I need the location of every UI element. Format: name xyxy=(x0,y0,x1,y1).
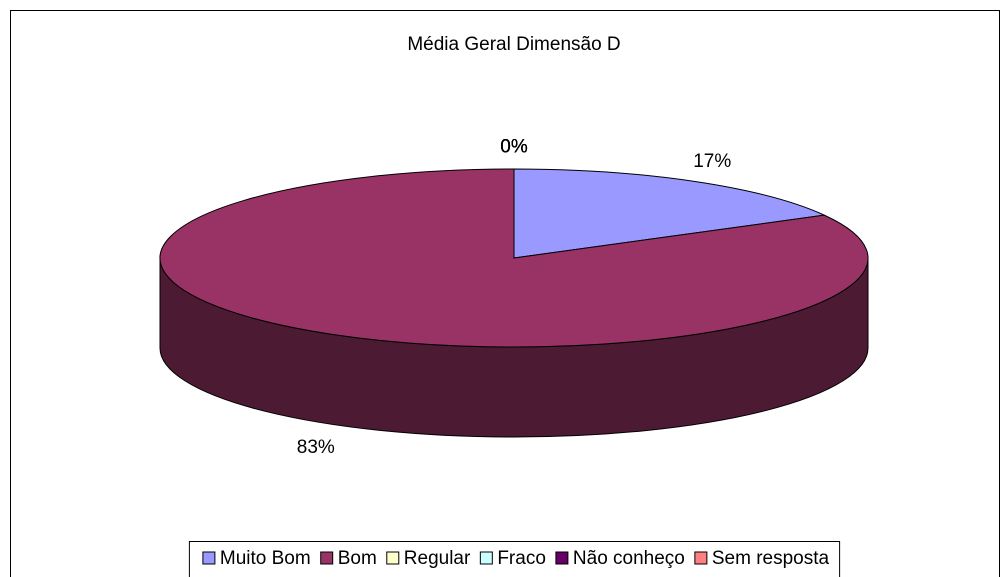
pie-slice xyxy=(159,168,869,348)
data-label: 17% xyxy=(693,151,731,172)
data-label: 0% xyxy=(500,137,528,158)
data-label: 0% xyxy=(500,137,528,158)
data-label: 0% xyxy=(500,137,528,158)
legend-swatch xyxy=(202,551,216,565)
legend-label: Bom xyxy=(338,548,377,569)
legend-frame xyxy=(188,541,841,577)
legend-label: Sem resposta xyxy=(712,548,830,569)
chart-title: Média Geral Dimensão D xyxy=(407,34,620,55)
legend-swatch xyxy=(479,551,493,565)
data-label: 0% xyxy=(500,137,528,158)
legend: Muito Bom Bom Regular Fraco Não conheço Sem r… xyxy=(188,541,841,577)
pie-slice xyxy=(513,168,826,259)
legend-label: Não conheço xyxy=(573,548,685,569)
data-label: 83% xyxy=(297,437,335,458)
legend-label: Muito Bom xyxy=(220,548,311,569)
legend-label: Regular xyxy=(404,548,471,569)
legend-swatch xyxy=(320,551,334,565)
legend-swatch xyxy=(555,551,569,565)
legend-swatch xyxy=(386,551,400,565)
legend-swatch xyxy=(694,551,708,565)
legend-label: Fraco xyxy=(497,548,546,569)
